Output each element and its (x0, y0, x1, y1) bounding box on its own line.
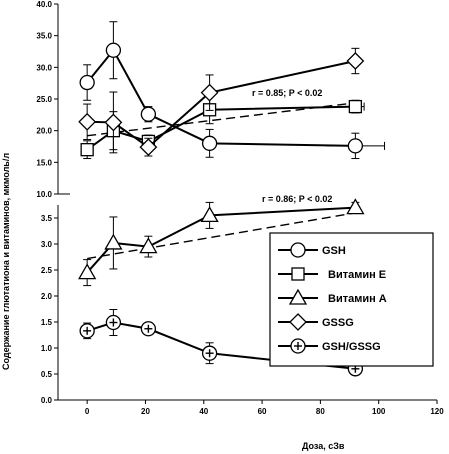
legend: GSH Витамин Е Витамин А GSSG GSH/GSSG (269, 232, 434, 367)
legend-marker (291, 267, 305, 281)
data-point (139, 138, 158, 157)
y-tick-label: 30.0 (36, 63, 52, 72)
correlation-annotation-upper: r = 0.85; P < 0.02 (252, 88, 322, 98)
series-gsh (79, 21, 386, 160)
data-point (104, 113, 123, 132)
y-tick-label: 35.0 (36, 32, 52, 41)
data-point (105, 314, 122, 331)
series-витамин-е (80, 95, 365, 160)
x-tick-label: 0 (85, 407, 90, 416)
legend-entry: GSH/GSSG (278, 338, 381, 354)
axis-ticks: 10.0 15.0 20.0 25.0 30.0 35.0 40.0 0.0 0.5 1.0 1.5… (36, 0, 444, 416)
legend-label: GSSG (322, 317, 354, 329)
y-tick-label: 2.5 (41, 266, 53, 275)
y-tick-label: 40.0 (36, 0, 52, 9)
legend-marker (289, 313, 307, 331)
correlation-annotation-lower: r = 0.86; P < 0.02 (262, 194, 332, 204)
data-point (105, 42, 122, 58)
x-axis-label: Доза, сЗв (302, 441, 345, 451)
data-point (139, 237, 158, 254)
x-tick-label: 20 (141, 407, 150, 416)
data-point (346, 198, 365, 215)
series-gssg (78, 47, 365, 157)
data-point (201, 135, 218, 151)
data-point (346, 52, 365, 70)
legend-marker (290, 242, 306, 258)
legend-label: Витамин Е (328, 269, 386, 281)
legend-label: Витамин А (328, 293, 387, 305)
y-tick-label: 3.5 (41, 214, 53, 223)
y-tick-label: 10.0 (36, 190, 52, 199)
y-tick-label: 1.0 (41, 344, 53, 353)
data-point (79, 74, 95, 91)
x-tick-label: 60 (258, 407, 267, 416)
y-tick-label: 3.0 (41, 240, 53, 249)
x-tick-label: 100 (372, 407, 386, 416)
data-point (347, 138, 364, 154)
data-series (78, 21, 386, 377)
data-point (140, 321, 157, 337)
y-tick-label: 25.0 (36, 95, 52, 104)
y-tick-label: 2.0 (41, 292, 53, 301)
data-point (201, 345, 218, 361)
y-tick-label: 0.0 (41, 396, 53, 405)
x-tick-label: 80 (316, 407, 325, 416)
data-point (348, 99, 363, 114)
y-tick-label: 1.5 (41, 318, 53, 327)
series-gsh-gssg (79, 309, 364, 377)
data-point (104, 233, 123, 250)
y-tick-label: 15.0 (36, 158, 52, 167)
series-витамин-а (78, 198, 365, 287)
legend-marker (290, 338, 306, 354)
data-point (78, 112, 97, 131)
legend-label: GSH/GSSG (322, 341, 381, 353)
data-point (78, 263, 97, 280)
annotations: r = 0.85; P < 0.02 r = 0.86; P < 0.02 (252, 88, 332, 204)
legend-entry: GSSG (278, 313, 354, 331)
y-axis-label: Содержание глютатиона и витаминов, мкмол… (1, 153, 11, 370)
data-point (200, 83, 219, 102)
data-point (200, 206, 219, 223)
legend-entry: Витамин Е (278, 267, 386, 281)
y-tick-label: 20.0 (36, 127, 52, 136)
legend-entry: GSH (278, 242, 346, 258)
data-point (79, 323, 95, 339)
trend-line (87, 212, 356, 260)
y-tick-label: 0.5 (41, 370, 53, 379)
legend-entry: Витамин А (278, 288, 387, 305)
data-point (140, 106, 157, 122)
x-tick-label: 120 (430, 407, 444, 416)
legend-marker (288, 288, 308, 305)
data-point (80, 143, 94, 157)
x-tick-label: 40 (199, 407, 208, 416)
legend-label: GSH (322, 245, 346, 257)
